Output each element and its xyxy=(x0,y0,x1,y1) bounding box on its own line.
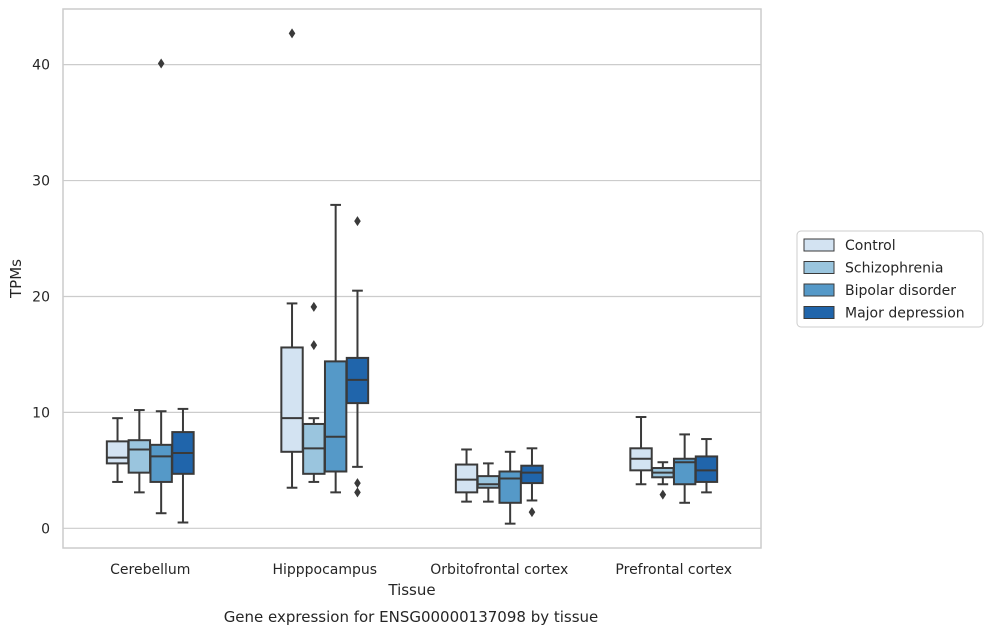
box xyxy=(280,28,304,489)
box xyxy=(520,447,544,518)
x-tick-label: Prefrontal cortex xyxy=(615,562,732,578)
box xyxy=(105,417,130,483)
outlier-point xyxy=(310,340,318,351)
x-tick-label: Hipppocampus xyxy=(272,562,377,578)
plot-frame xyxy=(62,8,762,549)
x-tick-label: Orbitofrontal cortex xyxy=(430,562,568,578)
box xyxy=(454,448,479,503)
box-body xyxy=(454,463,479,494)
y-tick-label: 40 xyxy=(32,58,50,74)
legend-swatch xyxy=(803,283,835,297)
box xyxy=(127,409,152,494)
box-body xyxy=(280,346,304,453)
legend-frame xyxy=(796,230,984,328)
box xyxy=(171,407,195,524)
legend-label: Bipolar disorder xyxy=(845,283,956,299)
y-tick-label: 0 xyxy=(41,521,50,537)
legend-swatch xyxy=(803,261,835,274)
box xyxy=(629,416,653,486)
legend-label: Schizophrenia xyxy=(845,261,943,277)
box xyxy=(149,58,173,515)
outlier-point xyxy=(659,489,667,500)
outlier-point xyxy=(310,301,318,312)
chart-caption: Gene expression for ENSG00000137098 by t… xyxy=(224,608,599,626)
box xyxy=(498,450,522,525)
outlier-point xyxy=(354,216,361,227)
legend-label: Control xyxy=(845,238,896,254)
box-body xyxy=(694,455,719,483)
box-body xyxy=(149,443,173,483)
box-body xyxy=(498,470,522,504)
y-axis-ticks: 0 10 20 30 40 xyxy=(32,58,50,538)
box xyxy=(672,433,697,504)
legend: Control Schizophrenia Bipolar disorder Majo… xyxy=(796,230,984,328)
box-body xyxy=(105,440,130,465)
y-tick-label: 10 xyxy=(32,405,50,421)
box xyxy=(323,203,348,494)
outlier-point xyxy=(288,28,296,39)
y-tick-label: 30 xyxy=(32,174,50,190)
outlier-point xyxy=(354,478,361,489)
box xyxy=(694,438,719,494)
legend-swatch xyxy=(803,306,835,319)
box-body xyxy=(127,439,152,474)
y-axis-label: TPMs xyxy=(7,259,25,299)
legend-swatch xyxy=(803,238,835,252)
outlier-point xyxy=(354,487,361,498)
x-axis-label: Tissue xyxy=(387,581,435,599)
box xyxy=(476,462,501,503)
box-series-group xyxy=(105,28,719,525)
legend-label: Major depression xyxy=(845,306,965,322)
box xyxy=(651,461,675,500)
x-axis-ticks: Cerebellum Hipppocampus Orbitofrontal cort… xyxy=(110,562,732,578)
x-tick-label: Cerebellum xyxy=(110,562,190,578)
gridlines xyxy=(63,64,761,529)
y-tick-label: 20 xyxy=(32,289,50,305)
box-body xyxy=(476,475,501,489)
box xyxy=(302,301,326,483)
box-body xyxy=(323,360,348,473)
outlier-point xyxy=(157,58,165,69)
box-body xyxy=(520,464,544,485)
box xyxy=(345,216,370,498)
outlier-point xyxy=(528,507,536,518)
